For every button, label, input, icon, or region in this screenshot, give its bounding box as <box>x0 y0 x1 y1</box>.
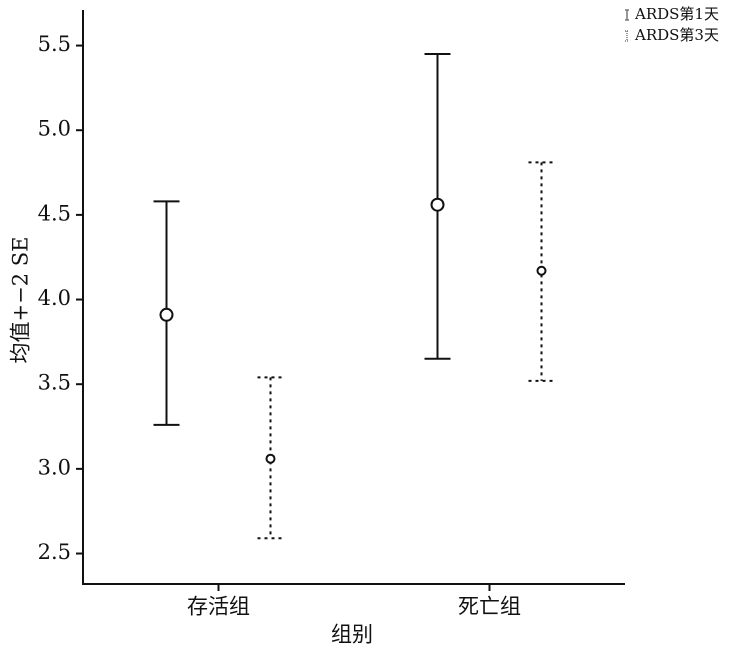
y-tick-label: 3.0 <box>38 455 71 479</box>
mean-point <box>430 197 445 212</box>
y-tick-label: 4.5 <box>38 201 71 225</box>
y-tick-label: 5.0 <box>38 117 71 141</box>
y-tick-label: 2.5 <box>38 540 71 564</box>
y-axis-title: 均值+−2 SE <box>9 237 33 364</box>
mean-point <box>159 307 174 322</box>
x-tick-label: 死亡组 <box>458 595 521 619</box>
y-tick-label: 4.0 <box>38 286 71 310</box>
x-tick-label: 存活组 <box>187 595 250 619</box>
mean-point <box>536 265 547 276</box>
legend: ARDS第1天 ARDS第3天 <box>625 5 719 44</box>
y-tick-label: 5.5 <box>38 32 71 56</box>
legend-label: ARDS第3天 <box>634 26 719 44</box>
y-tick-label: 3.5 <box>38 371 71 395</box>
legend-label: ARDS第1天 <box>634 5 719 23</box>
x-axis-title: 组别 <box>331 623 373 647</box>
mean-point <box>265 453 276 464</box>
